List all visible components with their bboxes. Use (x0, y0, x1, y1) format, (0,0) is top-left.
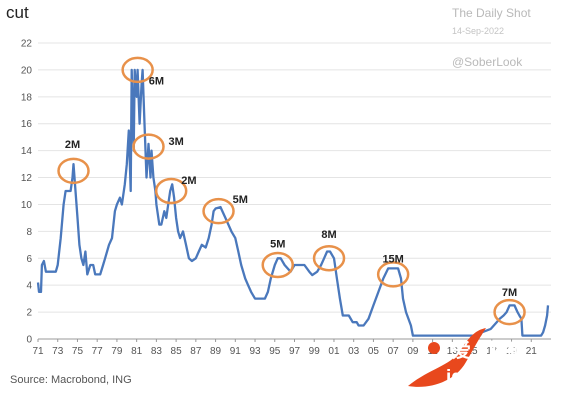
logo-text-cn: 爱 · 尬聊 (452, 339, 526, 362)
y-axis: 0 2 4 6 8 10 12 14 16 18 20 22 (21, 39, 33, 346)
y-tick-label: 18 (21, 92, 33, 103)
x-tick-label: 21 (526, 346, 538, 357)
x-tick-label: 75 (72, 346, 84, 357)
grid-lines (38, 42, 551, 340)
y-tick-label: 14 (21, 146, 33, 157)
annotation-circle (57, 157, 90, 185)
y-tick-label: 12 (21, 173, 33, 184)
y-tick-label: 6 (26, 254, 32, 265)
site-logo: 爱 · 尬聊 igaliao.com (408, 328, 551, 388)
x-axis: 71 73 75 77 79 81 83 85 87 89 91 93 95 97 99 01 03 05 07 09… (32, 339, 537, 357)
annotation-label: 6M (149, 76, 164, 88)
y-tick-label: 16 (21, 119, 33, 130)
chart-title: cut (6, 3, 29, 22)
annotation-label: 5M (233, 194, 248, 206)
x-tick-label: 91 (230, 346, 242, 357)
annotation-circle (261, 251, 294, 279)
annotation-circle (121, 56, 154, 84)
x-tick-label: 97 (289, 346, 301, 357)
x-tick-label: 81 (131, 346, 143, 357)
annotation-circle (493, 298, 526, 326)
x-tick-label: 93 (249, 346, 261, 357)
x-tick-label: 83 (151, 346, 163, 357)
watermark-date: 14-Sep-2022 (452, 26, 504, 36)
x-tick-label: 71 (32, 346, 44, 357)
x-tick-label: 03 (348, 346, 360, 357)
y-tick-label: 20 (21, 65, 33, 76)
watermark-handle: @SoberLook (452, 55, 523, 69)
x-tick-label: 99 (309, 346, 321, 357)
x-tick-label: 13 (447, 346, 459, 357)
logo-dot-shape (428, 342, 440, 354)
annotation-circle (154, 177, 188, 205)
annotation-layer: 2M 6M 3M 2M 5M 5M 8M 15M 7M (57, 56, 526, 326)
source-note: Source: Macrobond, ING (10, 374, 132, 386)
series-layer (36, 68, 550, 337)
annotation-circle (132, 133, 165, 160)
annotation-label: 8M (321, 229, 336, 241)
x-tick-label: 87 (190, 346, 202, 357)
x-tick-label: 01 (328, 346, 340, 357)
x-tick-label: 19 (506, 346, 518, 357)
annotation-label: 2M (181, 175, 196, 187)
y-tick-label: 8 (26, 227, 32, 238)
x-tick-label: 77 (92, 346, 104, 357)
annotation-circle (312, 245, 346, 272)
x-tick-label: 89 (210, 346, 222, 357)
annotation-label: 2M (65, 139, 80, 151)
y-tick-label: 4 (26, 281, 32, 292)
y-tick-label: 22 (21, 39, 33, 50)
watermark-brand: The Daily Shot (452, 6, 531, 20)
x-tick-label: 09 (407, 346, 419, 357)
x-tick-label: 73 (52, 346, 64, 357)
x-tick-label: 15 (467, 346, 479, 357)
x-tick-label: 07 (388, 346, 400, 357)
annotation-label: 5M (270, 238, 285, 250)
logo-swoosh-shape (408, 328, 486, 387)
y-tick-label: 0 (26, 335, 32, 346)
annotation-circle (376, 261, 410, 288)
annotation-circle (202, 197, 235, 225)
x-tick-label: 79 (111, 346, 123, 357)
logo-text-url: igaliao.com (446, 367, 551, 388)
annotation-label: 3M (168, 136, 183, 148)
x-tick-label: 05 (368, 346, 380, 357)
y-tick-label: 10 (21, 200, 33, 211)
series-line (36, 68, 550, 337)
x-tick-label: 17 (486, 346, 498, 357)
annotation-label: 15M (382, 253, 403, 265)
annotation-label: 7M (502, 287, 517, 299)
y-tick-label: 2 (26, 308, 32, 319)
x-tick-label: 85 (171, 346, 183, 357)
x-tick-label: 95 (269, 346, 281, 357)
